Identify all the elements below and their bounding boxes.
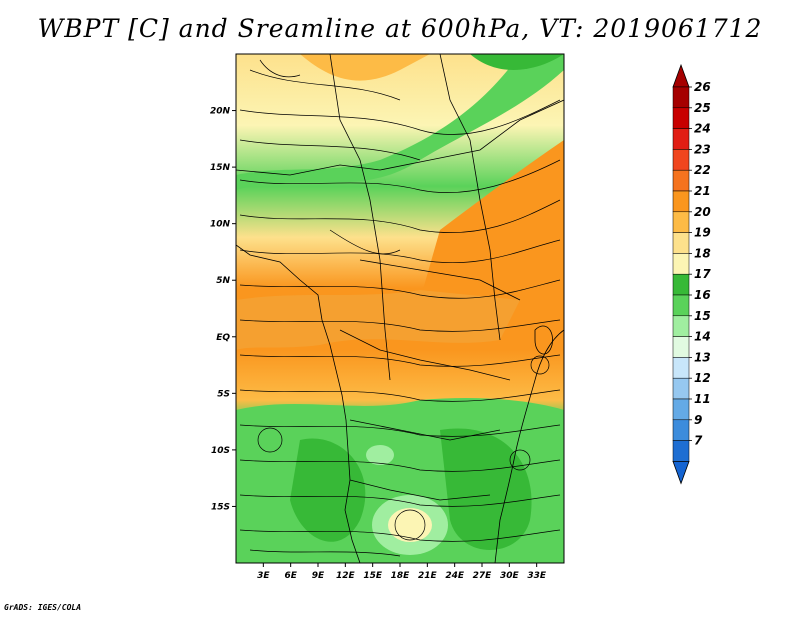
- border-1: [329, 54, 391, 381]
- lon-tick-label: 24E: [445, 571, 465, 581]
- lon-tick-label: 12E: [336, 571, 356, 581]
- longitude-axis: 3E 6E 9E 12E 15E 18E 21E 24E 27E 30E 33E: [257, 563, 547, 581]
- map-title: WBPT [C] and Sreamline at 600hPa, VT: 20…: [37, 14, 763, 43]
- colorbar-label: 20: [694, 205, 711, 219]
- colorbar-segment: [672, 357, 690, 379]
- lat-tick-label: 10N: [210, 220, 231, 230]
- colorbar: 26 25 24 23 22 21 20 19 18 17 16 15 14 13 12 11 9 7: [672, 63, 711, 485]
- colorbar-label: 24: [694, 122, 711, 136]
- colorbar-label: 14: [694, 330, 711, 344]
- colorbar-label: 12: [694, 371, 711, 385]
- lon-tick-label: 9E: [312, 571, 325, 581]
- yellow-core-north: [300, 54, 430, 81]
- colorbar-segment: [672, 169, 690, 192]
- colorbar-label: 17: [694, 267, 711, 281]
- colorbar-label: 7: [694, 434, 703, 448]
- colorbar-label: 23: [694, 142, 711, 156]
- lake-outline: [534, 325, 553, 355]
- colorbar-label: 21: [694, 184, 711, 198]
- border-4: [359, 259, 521, 301]
- colorbar-label: 25: [694, 101, 711, 115]
- colorbar-label: 26: [694, 80, 711, 94]
- lat-tick-label: 20N: [210, 107, 231, 117]
- border-3: [236, 99, 564, 176]
- orange-band-east: [420, 140, 564, 340]
- colorbar-segment: [672, 294, 690, 317]
- lat-tick-label: 15S: [211, 502, 230, 512]
- lat-tick-label: 10S: [211, 446, 230, 456]
- lon-tick-label: 6E: [284, 571, 297, 581]
- colorbar-top-arrow: [672, 63, 690, 88]
- colorbar-label: 13: [694, 350, 711, 364]
- lat-tick-label: EQ: [216, 333, 230, 343]
- lat-tick-label: 15N: [210, 163, 231, 173]
- latitude-axis: 20N 15N 10N 5N EQ 5S 10S 15S: [210, 107, 236, 512]
- lon-tick-label: 3E: [257, 571, 270, 581]
- west-african-coast: [236, 244, 361, 563]
- colorbar-segment: [672, 336, 690, 358]
- colorbar-segment: [672, 211, 690, 233]
- colorbar-label: 19: [694, 226, 711, 240]
- coastlines-borders: [236, 54, 564, 563]
- grads-credit: GrADS: IGES/COLA: [4, 603, 82, 612]
- colorbar-label: 15: [694, 309, 711, 323]
- border-7: [349, 479, 491, 501]
- wbpt-field: [236, 54, 564, 563]
- colorbar-segment: [672, 398, 690, 421]
- lon-tick-label: 30E: [500, 571, 520, 581]
- green-northeast: [470, 54, 564, 70]
- colorbar-segment: [672, 419, 690, 441]
- lon-tick-label: 33E: [527, 571, 547, 581]
- streamlines: [239, 59, 561, 557]
- orange-band-equator: [236, 290, 520, 350]
- colorbar-segment: [672, 377, 690, 400]
- green-south-dark-2: [440, 428, 532, 550]
- pale-cell-south-inner: [388, 508, 432, 542]
- colorbar-segment: [672, 440, 690, 462]
- colorbar-label: 18: [694, 246, 711, 260]
- colorbar-segment: [672, 253, 690, 275]
- colorbar-segment: [672, 149, 690, 171]
- lon-tick-label: 15E: [363, 571, 383, 581]
- lat-tick-label: 5N: [216, 276, 230, 286]
- colorbar-segment: [672, 315, 690, 337]
- colorbar-label: 22: [694, 163, 711, 177]
- pale-cell-southwest: [366, 445, 394, 465]
- lat-tick-label: 5S: [217, 389, 230, 399]
- colorbar-segment: [672, 128, 690, 150]
- colorbar-segment: [672, 273, 690, 296]
- lon-tick-label: 21E: [418, 571, 438, 581]
- border-2: [439, 54, 501, 341]
- border-5: [339, 329, 511, 381]
- lon-tick-label: 18E: [391, 571, 411, 581]
- lon-tick-label: 27E: [473, 571, 493, 581]
- colorbar-label: 16: [694, 288, 711, 302]
- colorbar-segment: [672, 86, 690, 109]
- colorbar-label: 11: [694, 392, 711, 406]
- colorbar-label: 9: [694, 413, 702, 427]
- border-6: [349, 419, 501, 441]
- colorbar-segment: [672, 232, 690, 254]
- east-african-coast: [494, 329, 564, 563]
- colorbar-bottom-arrow: [672, 461, 690, 485]
- colorbar-segment: [672, 190, 690, 213]
- colorbar-segment: [672, 107, 690, 129]
